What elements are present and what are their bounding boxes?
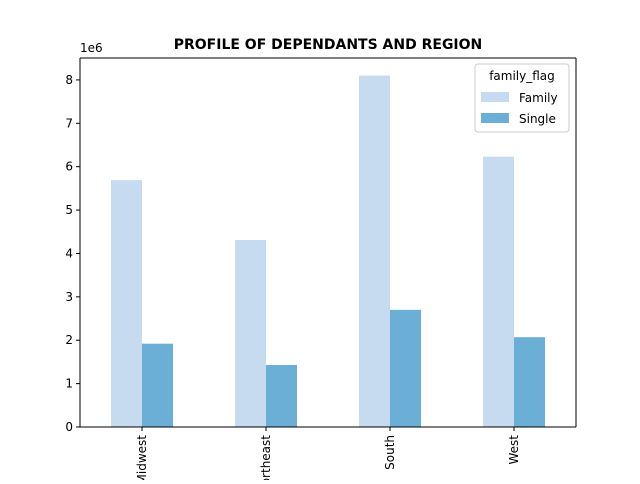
bar-single-west: [514, 337, 545, 427]
bar-single-south: [390, 309, 421, 427]
bar-single-northeast: [266, 364, 297, 427]
y-tick-label: 4: [65, 246, 73, 260]
y-tick-label: 2: [65, 333, 73, 347]
bar-family-midwest: [111, 180, 142, 427]
legend-label-single: Single: [519, 112, 556, 126]
legend-label-family: Family: [519, 91, 558, 105]
y-tick-label: 6: [65, 160, 73, 174]
bar-family-south: [359, 75, 390, 427]
x-tick-label-south: South: [383, 435, 397, 470]
bar-single-midwest: [142, 343, 173, 427]
y-tick-label: 1: [65, 377, 73, 391]
y-tick-label: 7: [65, 116, 73, 130]
bar-family-northeast: [235, 240, 266, 427]
bar-family-west: [483, 156, 514, 427]
x-tick-label-west: West: [507, 435, 521, 465]
y-tick-label: 5: [65, 203, 73, 217]
x-tick-label-midwest: Midwest: [135, 435, 149, 480]
y-tick-label: 8: [65, 73, 73, 87]
legend-title: family_flag: [489, 69, 555, 83]
y-tick-label: 0: [65, 420, 73, 434]
y-axis-offset-label: 1e6: [80, 41, 103, 55]
chart-title: PROFILE OF DEPENDANTS AND REGION: [174, 37, 483, 53]
legend-swatch-family: [481, 92, 509, 102]
legend-swatch-single: [481, 113, 509, 123]
x-tick-label-northeast: Northeast: [259, 435, 273, 480]
y-tick-label: 3: [65, 290, 73, 304]
x-tick-labels: Midwest Northeast South West: [135, 435, 521, 480]
